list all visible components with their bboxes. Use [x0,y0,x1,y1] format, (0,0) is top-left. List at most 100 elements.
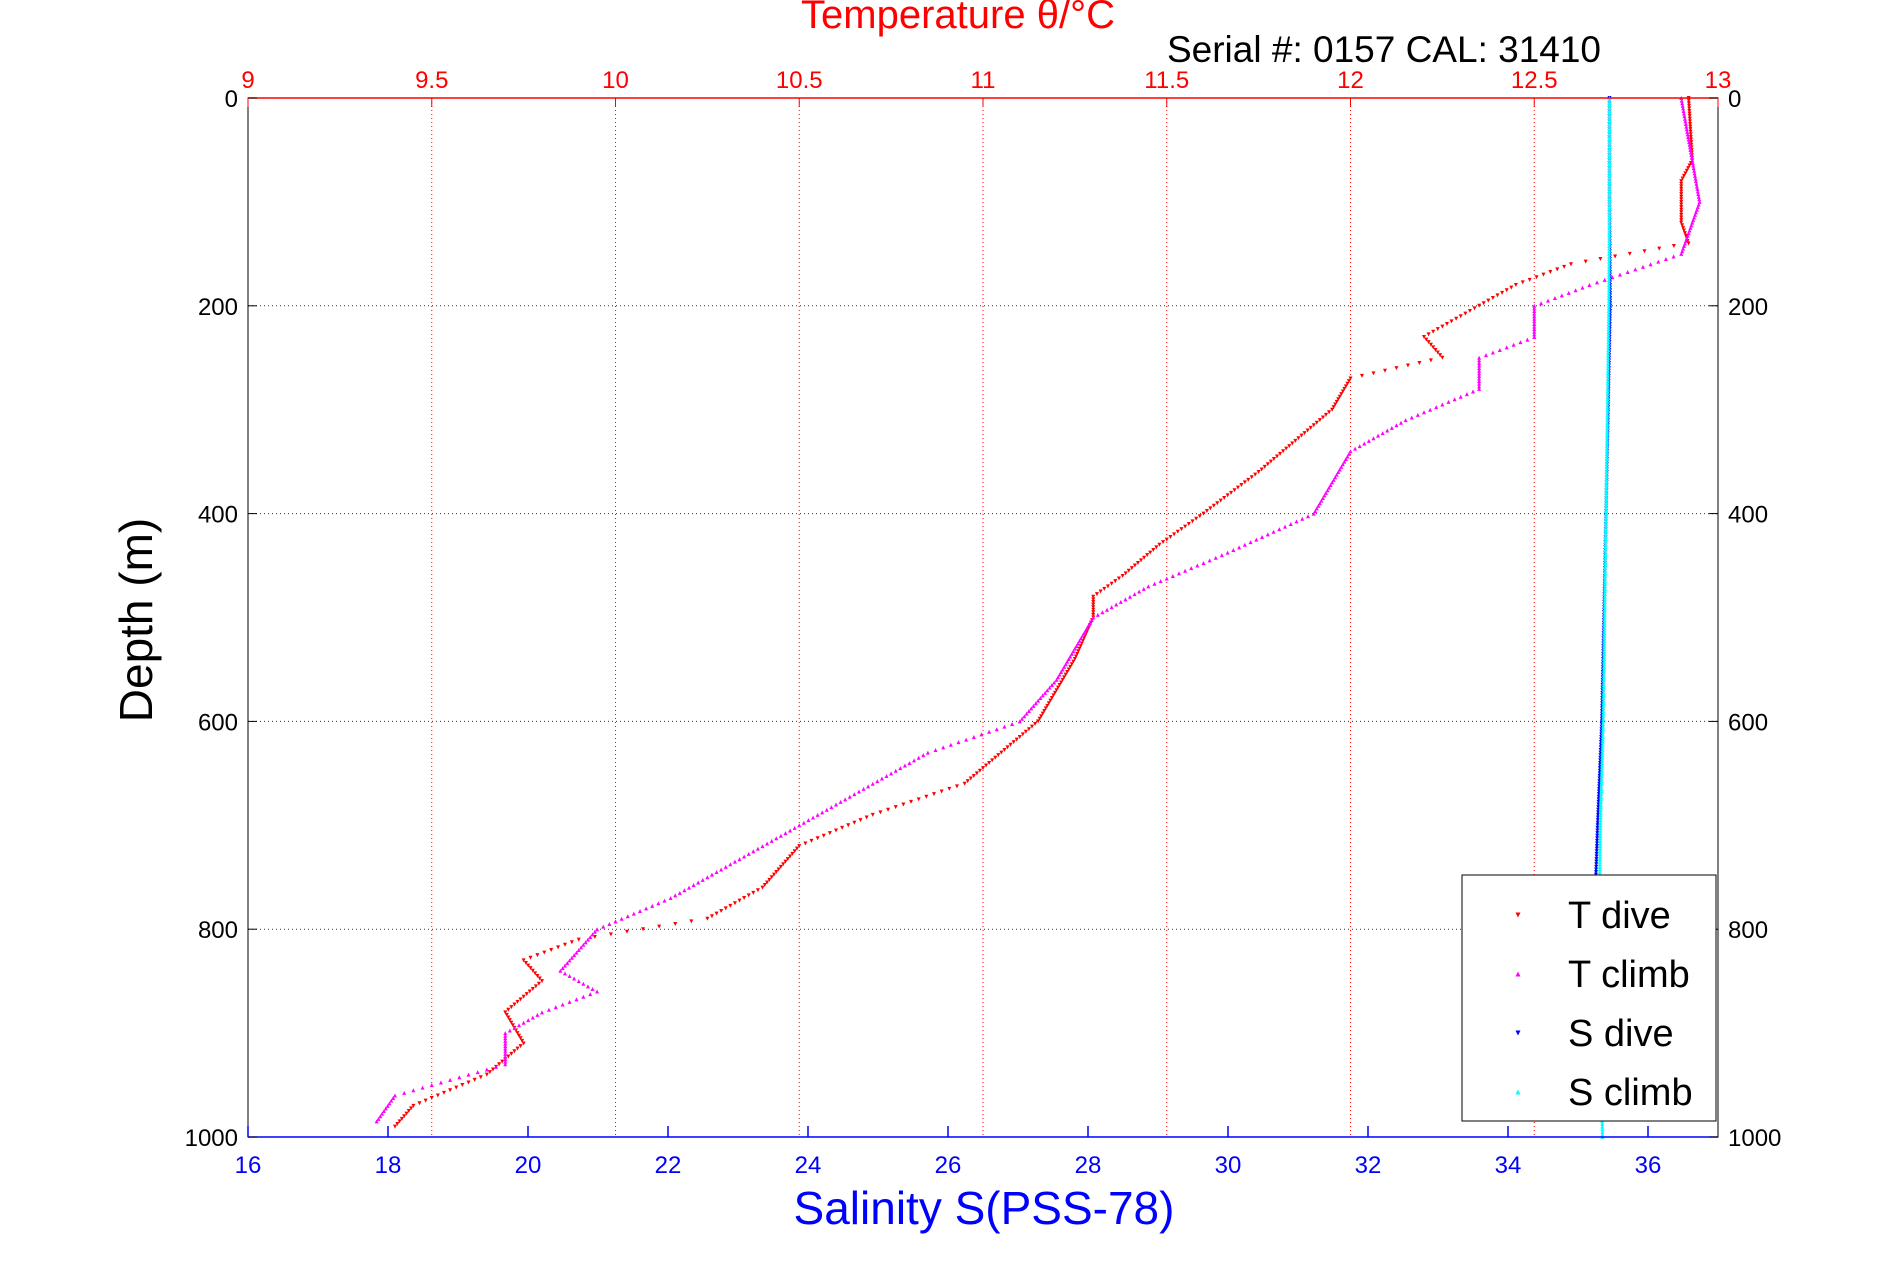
data-point [746,893,751,898]
data-point [1600,750,1605,755]
data-point [1208,506,1213,511]
data-point [1601,675,1606,680]
data-point [1020,716,1025,721]
data-point [613,919,618,924]
data-point [518,997,523,1002]
data-point [1100,610,1105,615]
data-point [668,896,673,901]
data-point [1604,459,1609,464]
data-point [1518,340,1523,345]
data-point [705,916,710,921]
data-point [1339,464,1344,469]
data-point [1598,844,1603,849]
data-point [1075,651,1080,656]
data-point [870,812,875,817]
data-point [590,932,595,937]
data-point [1601,670,1606,675]
data-point [503,1062,508,1067]
data-point [1031,703,1036,708]
data-point [1183,568,1188,573]
data-point [1679,194,1684,199]
data-point [1602,646,1607,651]
data-point [1602,631,1607,636]
data-point [506,1015,511,1020]
data-point [921,753,926,758]
data-point [834,828,838,833]
data-point [533,984,538,989]
data-point [1504,345,1509,350]
data-point [1602,612,1607,617]
data-point [870,781,875,786]
data-point [448,1077,453,1082]
data-point [1477,381,1482,386]
data-point [1607,140,1612,145]
temperature-tick-label: 11.5 [1144,67,1189,94]
data-point [1613,254,1618,259]
data-point [1539,301,1544,306]
data-point [1604,454,1609,459]
data-point [1607,272,1612,277]
data-point [1438,353,1443,358]
data-point [820,810,825,815]
data-point [503,1038,508,1043]
data-point [794,846,799,851]
data-point [1607,218,1612,223]
data-point [503,1033,508,1038]
data-point [1603,558,1608,563]
data-point [1605,381,1610,386]
data-point [1679,218,1684,223]
data-point [1146,584,1151,589]
data-point [1371,371,1376,376]
data-point [1265,462,1270,467]
data-point [1606,321,1611,326]
data-point [374,1119,379,1124]
data-point [1287,444,1292,449]
data-point [1688,132,1693,137]
data-point [1444,321,1449,326]
data-point [1594,859,1599,864]
data-point [1380,431,1385,436]
data-point [585,984,590,989]
data-point [1305,428,1310,433]
data-point [1317,418,1322,423]
data-point [530,986,535,991]
data-point [438,1080,443,1085]
data-point [1026,709,1031,714]
data-point [518,1036,523,1041]
data-point [1201,511,1206,516]
data-point [1477,303,1482,308]
data-point [1598,838,1603,843]
data-point [1599,766,1604,771]
data-point [912,758,917,763]
data-point [1607,168,1612,173]
data-point [1068,664,1073,669]
data-point [1598,257,1603,262]
data-point [1606,355,1611,360]
data-point [878,810,883,815]
data-point [1525,337,1530,342]
data-point [1532,316,1537,321]
data-point [567,999,572,1004]
data-point [1033,701,1038,706]
ticks: 0 0 200 200 400 400 600 600 800 800 1000 1000 9 9.5 10… [185,67,1782,1179]
data-point [1541,272,1546,277]
data-point [1684,124,1689,129]
data-point [778,833,783,838]
data-point [1190,519,1195,524]
data-point [1599,784,1604,789]
data-point [524,992,529,997]
data-point [1603,584,1608,589]
data-point [1602,277,1607,282]
data-point [1602,651,1607,656]
data-point [1333,475,1338,480]
data-point [592,929,597,934]
data-point [1601,696,1606,701]
data-point [1691,163,1696,168]
data-point [535,973,540,978]
data-point [1679,210,1684,215]
data-point [1271,457,1276,462]
data-point [1597,864,1602,869]
data-point [1607,210,1612,215]
data-point [771,872,776,877]
data-point [1598,810,1603,815]
